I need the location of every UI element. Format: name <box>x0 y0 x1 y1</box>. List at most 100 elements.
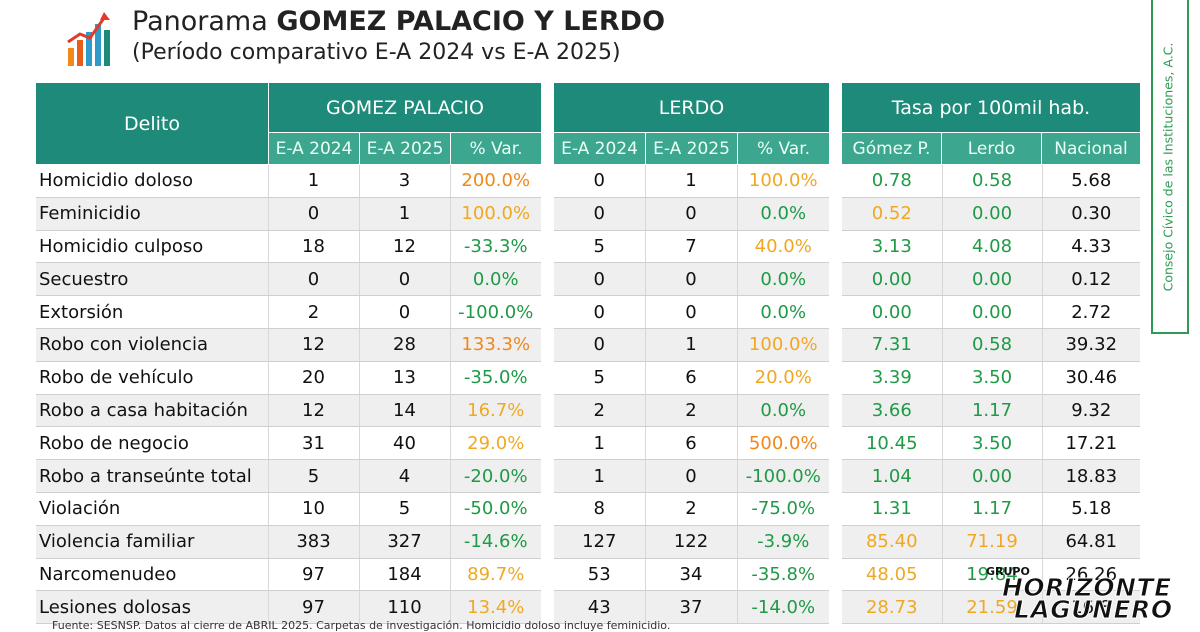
gomez-2025-cell: 1 <box>359 197 451 231</box>
tasa-nacional-cell: 0.30 <box>1042 197 1140 231</box>
gomez-2025-cell: 184 <box>359 558 451 592</box>
table-row: Robo con violencia 12 28 133.3% <box>36 328 541 362</box>
gomez-sub-2025: E-A 2025 <box>360 133 450 164</box>
tasa-nacional-cell: 64.81 <box>1042 525 1140 559</box>
table-row: 1.31 1.17 5.18 <box>842 492 1140 526</box>
table-row: 8 2 -75.0% <box>554 492 829 526</box>
lerdo-2025-cell: 0 <box>645 459 738 493</box>
tasa-nacional-cell: 17.21 <box>1042 426 1140 461</box>
lerdo-2025-cell: 1 <box>645 165 738 198</box>
gomez-2024-cell: 18 <box>268 230 360 264</box>
table-row: 85.40 71.19 64.81 <box>842 525 1140 559</box>
table-row: Robo de negocio 31 40 29.0% <box>36 426 541 461</box>
tasa-gomez-cell: 10.45 <box>842 426 943 461</box>
gomez-2025-cell: 4 <box>359 459 451 493</box>
tasa-gomez-cell: 85.40 <box>842 525 943 559</box>
tasa-gomez-cell: 7.31 <box>842 328 943 362</box>
lerdo-2024-cell: 5 <box>554 230 646 264</box>
table-row: 1.04 0.00 18.83 <box>842 459 1140 493</box>
gomez-table: Homicidio doloso 1 3 200.0% Feminicidio 0 1 100… <box>36 165 541 625</box>
gomez-var-cell: 13.4% <box>450 590 541 625</box>
tasa-lerdo-cell: 3.50 <box>942 426 1043 461</box>
gomez-var-cell: -35.0% <box>450 361 541 395</box>
tasa-table: 0.78 0.58 5.68 0.52 0.00 0.30 3.13 4.08 4.33 0.00… <box>842 165 1140 625</box>
watermark-lagunero: LAGUNERO <box>1014 595 1173 625</box>
table-row: 2 2 0.0% <box>554 394 829 428</box>
tasa-sub-nacional: Nacional <box>1042 133 1140 164</box>
table-row: 0.52 0.00 0.30 <box>842 197 1140 231</box>
gomez-2024-cell: 0 <box>268 262 360 297</box>
lerdo-2024-cell: 127 <box>554 525 646 559</box>
gomez-2024-cell: 5 <box>268 459 360 493</box>
gomez-2025-cell: 327 <box>359 525 451 559</box>
table-row: 0.00 0.00 2.72 <box>842 295 1140 329</box>
lerdo-2024-cell: 0 <box>554 262 646 297</box>
tasa-nacional-cell: 30.46 <box>1042 361 1140 395</box>
lerdo-var-cell: 40.0% <box>737 230 829 264</box>
lerdo-var-cell: -35.8% <box>737 558 829 592</box>
tasa-lerdo-cell: 71.19 <box>942 525 1043 559</box>
gomez-var-cell: 16.7% <box>450 394 541 428</box>
lerdo-table: 0 1 100.0% 0 0 0.0% 5 7 40.0% 0 0 0.0% 0 0 0.0% 0 1 100.0… <box>554 165 829 625</box>
gomez-2024-cell: 2 <box>268 295 360 329</box>
lerdo-2025-cell: 1 <box>645 328 738 362</box>
tasa-nacional-cell: 0.12 <box>1042 262 1140 297</box>
table-row: 3.66 1.17 9.32 <box>842 394 1140 428</box>
lerdo-2024-cell: 0 <box>554 328 646 362</box>
lerdo-2025-cell: 6 <box>645 426 738 461</box>
tasa-lerdo-cell: 0.58 <box>942 165 1043 198</box>
gomez-2025-cell: 110 <box>359 590 451 625</box>
gomez-2025-cell: 5 <box>359 492 451 526</box>
tasa-gomez-cell: 28.73 <box>842 590 943 625</box>
lerdo-sub-2025: E-A 2025 <box>646 133 737 164</box>
lerdo-2024-cell: 1 <box>554 426 646 461</box>
tasa-gomez-cell: 3.66 <box>842 394 943 428</box>
gomez-var-cell: -50.0% <box>450 492 541 526</box>
gomez-sub-2024: E-A 2024 <box>269 133 359 164</box>
lerdo-sub-2024: E-A 2024 <box>554 133 645 164</box>
tasa-nacional-cell: 9.32 <box>1042 394 1140 428</box>
gomez-2024-cell: 10 <box>268 492 360 526</box>
gomez-2025-cell: 13 <box>359 361 451 395</box>
delito-name: Feminicidio <box>36 197 269 231</box>
delito-name: Robo a casa habitación <box>36 394 269 428</box>
lerdo-2024-cell: 0 <box>554 165 646 198</box>
gomez-2024-cell: 20 <box>268 361 360 395</box>
gomez-2025-cell: 0 <box>359 262 451 297</box>
lerdo-var-cell: -100.0% <box>737 459 829 493</box>
lerdo-var-cell: -3.9% <box>737 525 829 559</box>
title-prefix: Panorama <box>132 6 268 37</box>
lerdo-var-cell: 100.0% <box>737 165 829 198</box>
lerdo-var-cell: 20.0% <box>737 361 829 395</box>
table-row: 0 1 100.0% <box>554 328 829 362</box>
delito-name: Homicidio culposo <box>36 230 269 264</box>
gomez-2024-cell: 383 <box>268 525 360 559</box>
table-row: 0.00 0.00 0.12 <box>842 262 1140 297</box>
table-row: Secuestro 0 0 0.0% <box>36 262 541 297</box>
tasa-gomez-cell: 0.00 <box>842 262 943 297</box>
tasa-nacional-cell: 5.68 <box>1042 165 1140 198</box>
gomez-var-cell: -20.0% <box>450 459 541 493</box>
delito-header: Delito <box>36 83 268 164</box>
lerdo-var-cell: 0.0% <box>737 262 829 297</box>
gomez-2025-cell: 3 <box>359 165 451 198</box>
table-row: 5 6 20.0% <box>554 361 829 395</box>
lerdo-2025-cell: 6 <box>645 361 738 395</box>
tasa-lerdo-cell: 0.58 <box>942 328 1043 362</box>
watermark-horizonte: HORIZONTE <box>1002 573 1172 603</box>
table-row: 0 1 100.0% <box>554 165 829 198</box>
tasa-gomez-cell: 0.00 <box>842 295 943 329</box>
watermark-logo: GRUPO HORIZONTE LAGUNERO <box>980 565 1195 625</box>
gomez-var-cell: -33.3% <box>450 230 541 264</box>
gomez-2024-cell: 12 <box>268 394 360 428</box>
lerdo-2025-cell: 0 <box>645 197 738 231</box>
lerdo-var-cell: -75.0% <box>737 492 829 526</box>
table-row: Narcomenudeo 97 184 89.7% <box>36 558 541 592</box>
tasa-gomez-cell: 3.13 <box>842 230 943 264</box>
gomez-var-cell: 0.0% <box>450 262 541 297</box>
lerdo-sub-var: % Var. <box>738 133 829 164</box>
table-row: Robo de vehículo 20 13 -35.0% <box>36 361 541 395</box>
gomez-var-cell: -14.6% <box>450 525 541 559</box>
table-row: 0 0 0.0% <box>554 295 829 329</box>
tasa-lerdo-cell: 0.00 <box>942 295 1043 329</box>
